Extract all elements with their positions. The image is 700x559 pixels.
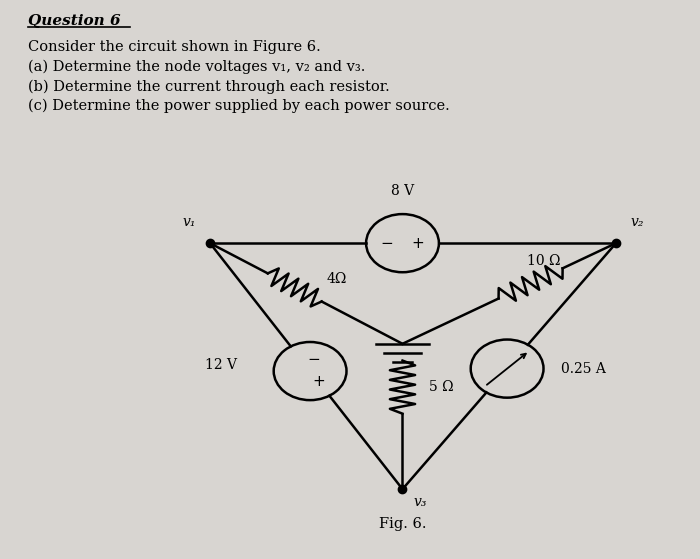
Text: +: + [412, 236, 424, 250]
Text: (a) Determine the node voltages v₁, v₂ and v₃.: (a) Determine the node voltages v₁, v₂ a… [28, 60, 365, 74]
Text: v₃: v₃ [413, 495, 426, 509]
Text: (c) Determine the power supplied by each power source.: (c) Determine the power supplied by each… [28, 99, 449, 113]
Text: Consider the circuit shown in Figure 6.: Consider the circuit shown in Figure 6. [28, 40, 321, 54]
Text: (b) Determine the current through each resistor.: (b) Determine the current through each r… [28, 79, 390, 94]
Text: v₁: v₁ [183, 215, 196, 229]
Text: 12 V: 12 V [205, 358, 237, 372]
Text: Question 6: Question 6 [28, 14, 120, 28]
Text: 4Ω: 4Ω [326, 272, 346, 286]
Text: −: − [307, 352, 320, 367]
Text: 8 V: 8 V [391, 184, 414, 198]
Text: Fig. 6.: Fig. 6. [379, 517, 426, 531]
Text: 10 Ω: 10 Ω [527, 254, 561, 268]
Text: v₂: v₂ [630, 215, 643, 229]
Text: 0.25 A: 0.25 A [561, 362, 606, 376]
Text: 5 Ω: 5 Ω [429, 380, 454, 394]
Text: +: + [312, 374, 325, 389]
Text: −: − [381, 236, 393, 250]
